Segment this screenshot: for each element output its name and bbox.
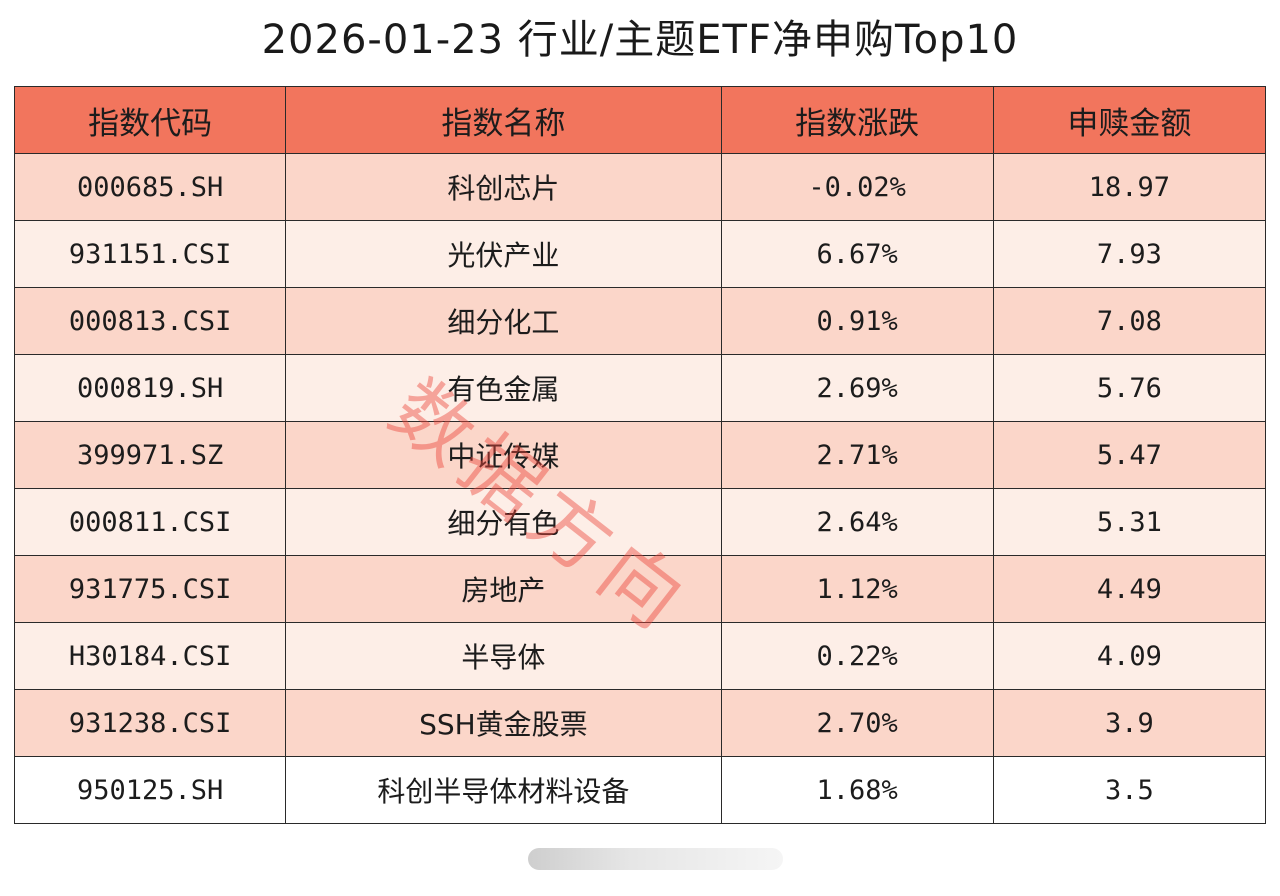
cell-change: -0.02% [720,153,994,221]
cell-change: 1.12% [720,555,994,623]
cell-amount: 4.09 [992,622,1267,690]
cell-change: 2.69% [720,354,994,422]
cell-code: 399971.SZ [13,421,287,489]
cell-change: 1.68% [720,756,994,824]
cell-name: SSH黄金股票 [285,689,722,757]
cell-change: 2.64% [720,488,994,556]
table-row: H30184.CSI 半导体 0.22% 4.09 [13,622,1267,690]
cell-name: 有色金属 [285,354,722,422]
table-row: 931151.CSI 光伏产业 6.67% 7.93 [13,220,1267,288]
header-index-code: 指数代码 [13,86,287,154]
table-row: 399971.SZ 中证传媒 2.71% 5.47 [13,421,1267,489]
home-indicator-bar [528,848,783,870]
cell-amount: 7.08 [992,287,1267,355]
cell-amount: 7.93 [992,220,1267,288]
cell-name: 房地产 [285,555,722,623]
cell-amount: 18.97 [992,153,1267,221]
cell-name: 细分化工 [285,287,722,355]
etf-table: 指数代码 指数名称 指数涨跌 申赎金额 000685.SH 科创芯片 -0.02… [13,86,1267,824]
header-index-name: 指数名称 [285,86,722,154]
cell-change: 2.70% [720,689,994,757]
cell-name: 中证传媒 [285,421,722,489]
table-row: 000819.SH 有色金属 2.69% 5.76 [13,354,1267,422]
table-row: 931775.CSI 房地产 1.12% 4.49 [13,555,1267,623]
page-title: 2026-01-23 行业/主题ETF净申购Top10 [261,17,1019,63]
table-row: 000685.SH 科创芯片 -0.02% 18.97 [13,153,1267,221]
cell-amount: 4.49 [992,555,1267,623]
cell-code: 000819.SH [13,354,287,422]
cell-amount: 5.76 [992,354,1267,422]
cell-name: 科创芯片 [285,153,722,221]
table-row: 000813.CSI 细分化工 0.91% 7.08 [13,287,1267,355]
table-row: 000811.CSI 细分有色 2.64% 5.31 [13,488,1267,556]
cell-change: 2.71% [720,421,994,489]
cell-code: 950125.SH [13,756,287,824]
cell-amount: 5.31 [992,488,1267,556]
cell-code: 931775.CSI [13,555,287,623]
cell-change: 0.91% [720,287,994,355]
cell-amount: 3.9 [992,689,1267,757]
cell-amount: 5.47 [992,421,1267,489]
header-index-change: 指数涨跌 [720,86,994,154]
cell-code: 000813.CSI [13,287,287,355]
table-row: 950125.SH 科创半导体材料设备 1.68% 3.5 [13,756,1267,824]
cell-code: 931238.CSI [13,689,287,757]
cell-name: 细分有色 [285,488,722,556]
cell-name: 半导体 [285,622,722,690]
cell-change: 0.22% [720,622,994,690]
cell-code: H30184.CSI [13,622,287,690]
cell-name: 光伏产业 [285,220,722,288]
cell-code: 931151.CSI [13,220,287,288]
cell-name: 科创半导体材料设备 [285,756,722,824]
cell-code: 000811.CSI [13,488,287,556]
table-row: 931238.CSI SSH黄金股票 2.70% 3.9 [13,689,1267,757]
header-net-amount: 申赎金额 [992,86,1267,154]
cell-code: 000685.SH [13,153,287,221]
cell-amount: 3.5 [992,756,1267,824]
table-header-row: 指数代码 指数名称 指数涨跌 申赎金额 [13,86,1267,154]
cell-change: 6.67% [720,220,994,288]
